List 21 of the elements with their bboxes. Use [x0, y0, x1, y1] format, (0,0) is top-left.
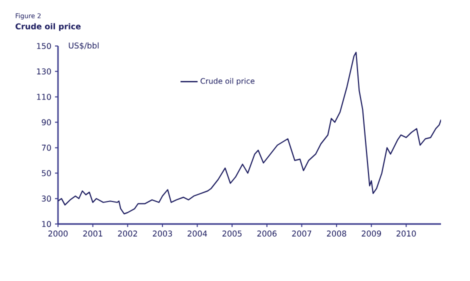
y-tick-label: 70 [42, 144, 51, 151]
x-tick-label: 2005 [222, 230, 242, 237]
y-tick-label: 90 [42, 119, 51, 126]
x-tick-label: 2006 [257, 230, 277, 237]
x-tick-label: 2008 [326, 230, 346, 237]
y-axis-title: US$/bbl [68, 42, 99, 50]
x-tick-label: 2000 [48, 230, 68, 237]
y-tick-label: 50 [42, 170, 51, 176]
y-tick-label: 150 [37, 42, 51, 50]
x-tick-label: 2010 [396, 230, 416, 237]
x-tick-label: 2007 [292, 230, 312, 237]
chart-title: Crude oil price [16, 23, 81, 31]
y-tick-label: 110 [37, 94, 51, 100]
x-tick-label: 2002 [118, 230, 138, 237]
x-tick-label: 2009 [362, 230, 381, 237]
y-tick-label: 30 [42, 196, 51, 202]
x-tick-label: 2003 [152, 230, 172, 237]
y-tick-label: 10 [42, 220, 51, 228]
x-tick-label: 2004 [188, 230, 208, 237]
y-tick-label: 130 [37, 68, 51, 74]
x-tick-label: 2001 [83, 230, 102, 237]
